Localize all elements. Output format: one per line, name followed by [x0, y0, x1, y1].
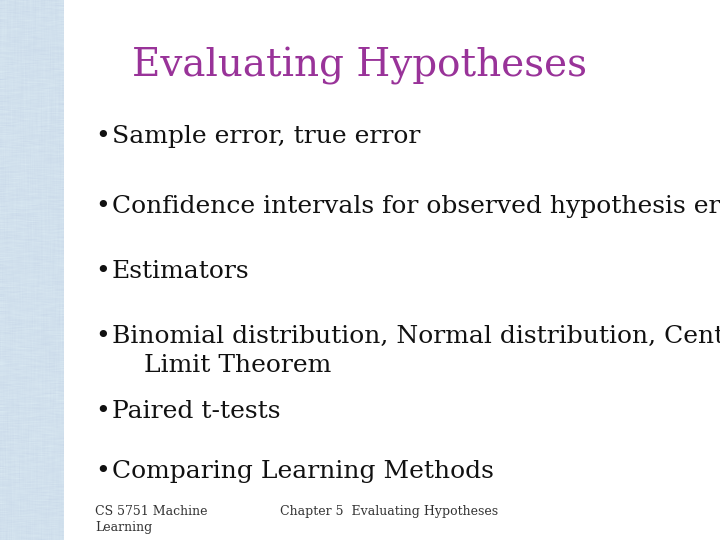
- Text: Estimators: Estimators: [112, 260, 250, 283]
- Text: Confidence intervals for observed hypothesis error: Confidence intervals for observed hypoth…: [112, 195, 720, 218]
- Text: •: •: [95, 125, 109, 148]
- Text: •: •: [95, 460, 109, 483]
- Text: •: •: [95, 260, 109, 283]
- Text: Sample error, true error: Sample error, true error: [112, 125, 420, 148]
- Text: CS 5751 Machine
Learning: CS 5751 Machine Learning: [95, 505, 207, 534]
- Text: Comparing Learning Methods: Comparing Learning Methods: [112, 460, 494, 483]
- Text: Chapter 5  Evaluating Hypotheses: Chapter 5 Evaluating Hypotheses: [280, 505, 498, 518]
- Text: •: •: [95, 325, 109, 348]
- Text: Paired t-tests: Paired t-tests: [112, 400, 281, 423]
- Text: •: •: [95, 195, 109, 218]
- Text: Evaluating Hypotheses: Evaluating Hypotheses: [132, 47, 588, 85]
- Text: Binomial distribution, Normal distribution, Central
    Limit Theorem: Binomial distribution, Normal distributi…: [112, 325, 720, 377]
- Text: •: •: [95, 400, 109, 423]
